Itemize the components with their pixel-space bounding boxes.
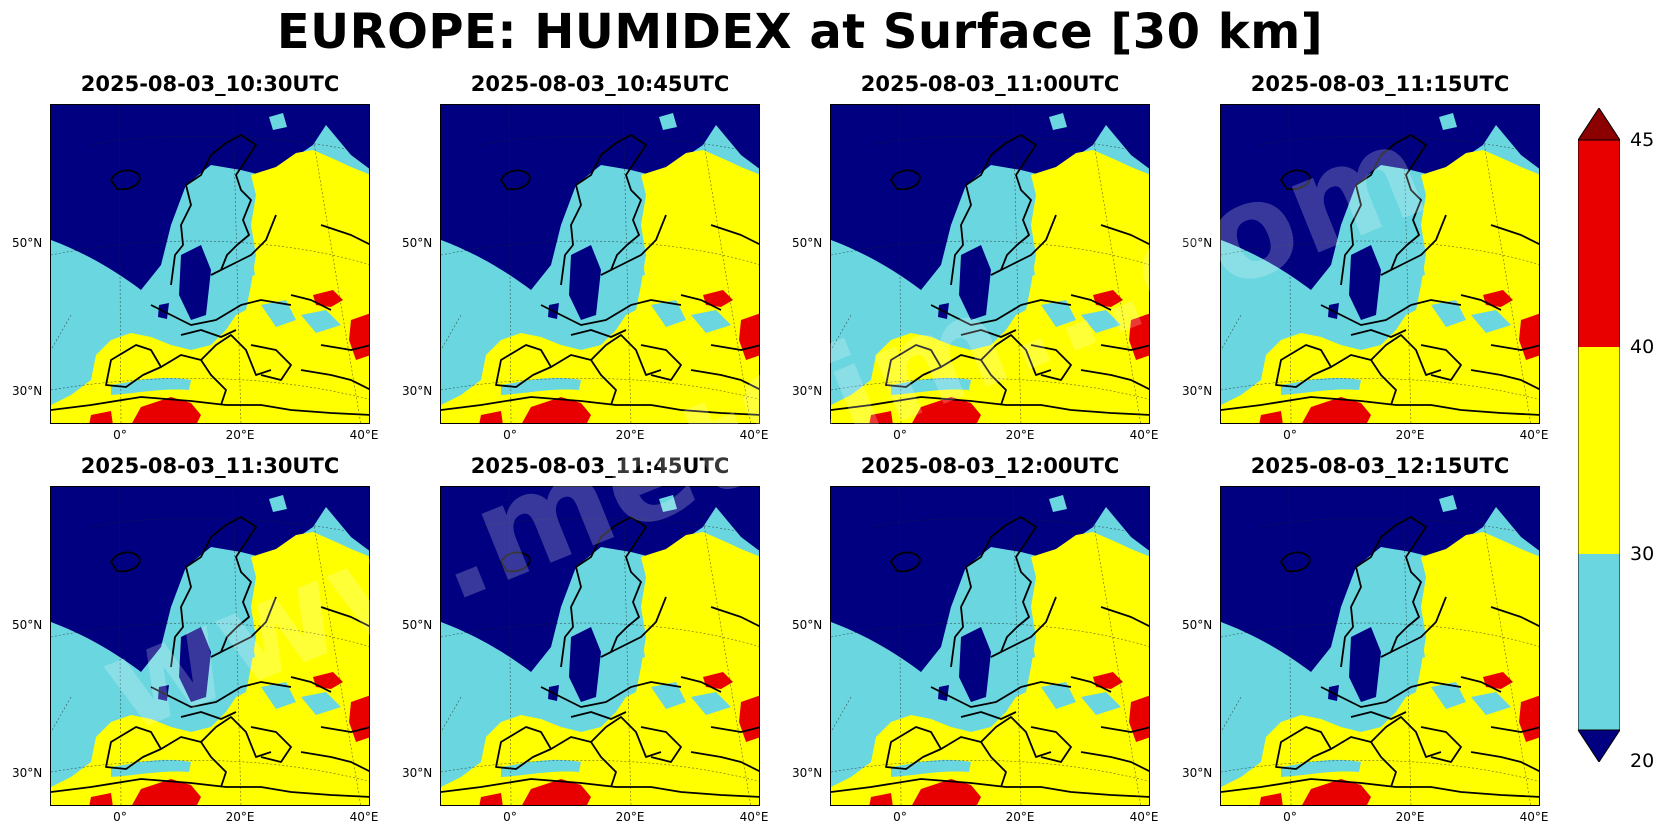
lon-tick: 40°E	[1129, 428, 1159, 442]
colorbar	[1578, 108, 1620, 762]
lon-tick: 20°E	[615, 428, 645, 442]
lon-tick: 20°E	[225, 428, 255, 442]
lat-tick: 50°N	[12, 236, 43, 250]
lon-tick: 20°E	[1395, 428, 1425, 442]
lat-tick: 50°N	[792, 618, 823, 632]
lat-tick: 30°N	[1182, 384, 1213, 398]
colorbar-tick: 45	[1630, 129, 1655, 151]
lon-tick: 0°	[893, 810, 907, 824]
colorbar-segment-30-40	[1578, 347, 1620, 554]
lon-tick: 0°	[113, 810, 127, 824]
colorbar-tick: 20	[1630, 750, 1655, 772]
lon-tick: 0°	[503, 428, 517, 442]
lon-tick: 40°E	[739, 810, 769, 824]
lat-tick: 30°N	[12, 766, 43, 780]
humidex-map	[1220, 486, 1540, 806]
panel-title: 2025-08-03_12:00UTC	[860, 454, 1120, 478]
map-panel-1: 2025-08-03_10:30UTC 50°N 30°N 0° 20°E 40…	[12, 72, 378, 442]
lon-tick: 20°E	[1005, 428, 1035, 442]
map-panel-5: 2025-08-03_11:30UTC 50°N 30°N 0° 20°E 40…	[12, 454, 378, 824]
lat-tick: 30°N	[402, 766, 433, 780]
lon-tick: 20°E	[225, 810, 255, 824]
colorbar-extend-max	[1578, 108, 1620, 141]
lon-tick: 40°E	[1129, 810, 1159, 824]
panel-title: 2025-08-03_10:45UTC	[470, 72, 730, 96]
lon-tick: 40°E	[349, 810, 379, 824]
lat-tick: 30°N	[1182, 766, 1213, 780]
map-panel-8: 2025-08-03_12:15UTC 50°N 30°N 0° 20°E 40…	[1182, 454, 1548, 824]
lon-tick: 40°E	[349, 428, 379, 442]
lon-tick: 0°	[1283, 428, 1297, 442]
lat-tick: 30°N	[402, 384, 433, 398]
lon-tick: 40°E	[1519, 810, 1549, 824]
panel-title: 2025-08-03_11:00UTC	[860, 72, 1120, 96]
lat-tick: 50°N	[402, 618, 433, 632]
panel-title: 2025-08-03_10:30UTC	[80, 72, 340, 96]
lat-tick: 50°N	[1182, 618, 1213, 632]
map-panel-7: 2025-08-03_12:00UTC 50°N 30°N 0° 20°E 40…	[792, 454, 1158, 824]
lon-tick: 0°	[113, 428, 127, 442]
map-panel-4: 2025-08-03_11:15UTC 50°N 30°N 0° 20°E 40…	[1182, 72, 1548, 442]
lat-tick: 50°N	[792, 236, 823, 250]
lon-tick: 0°	[503, 810, 517, 824]
colorbar-tick: 30	[1630, 543, 1655, 565]
colorbar-segment-20-30	[1578, 554, 1620, 730]
colorbar-extend-min	[1578, 729, 1620, 762]
lon-tick: 20°E	[1005, 810, 1035, 824]
colorbar-segment-40-45	[1578, 140, 1620, 347]
humidex-map	[440, 486, 760, 806]
lon-tick: 20°E	[1395, 810, 1425, 824]
panel-title: 2025-08-03_11:15UTC	[1250, 72, 1510, 96]
humidex-map	[50, 104, 370, 424]
lat-tick: 50°N	[1182, 236, 1213, 250]
lat-tick: 50°N	[402, 236, 433, 250]
panel-title: 2025-08-03_11:30UTC	[80, 454, 340, 478]
lon-tick: 40°E	[1519, 428, 1549, 442]
lat-tick: 30°N	[12, 384, 43, 398]
panel-title: 2025-08-03_11:45UTC	[470, 454, 730, 478]
map-panel-6: 2025-08-03_11:45UTC 50°N 30°N 0° 20°E 40…	[402, 454, 768, 824]
humidex-map	[440, 104, 760, 424]
lon-tick: 0°	[893, 428, 907, 442]
panel-title: 2025-08-03_12:15UTC	[1250, 454, 1510, 478]
map-panel-3: 2025-08-03_11:00UTC 50°N 30°N 0° 20°E 40…	[792, 72, 1158, 442]
lat-tick: 30°N	[792, 384, 823, 398]
lon-tick: 40°E	[739, 428, 769, 442]
map-panel-2: 2025-08-03_10:45UTC 50°N 30°N 0° 20°E 40…	[402, 72, 768, 442]
colorbar-tick: 40	[1630, 336, 1655, 358]
main-title: EUROPE: HUMIDEX at Surface [30 km]	[276, 4, 1324, 60]
lat-tick: 30°N	[792, 766, 823, 780]
lon-tick: 0°	[1283, 810, 1297, 824]
humidex-map	[830, 486, 1150, 806]
lat-tick: 50°N	[12, 618, 43, 632]
humidex-map	[1220, 104, 1540, 424]
humidex-map	[830, 104, 1150, 424]
lon-tick: 20°E	[615, 810, 645, 824]
humidex-map	[50, 486, 370, 806]
